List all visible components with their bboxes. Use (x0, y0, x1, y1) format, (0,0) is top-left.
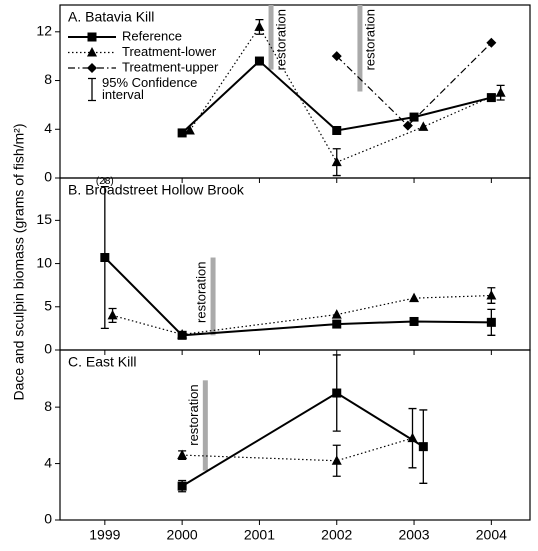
y-tick-label: 5 (44, 297, 52, 313)
series-line (181, 59, 492, 134)
data-point (418, 442, 428, 452)
y-axis-label: Dace and sculpin biomass (grams of fish/… (11, 124, 27, 401)
legend-marker (87, 63, 97, 73)
data-point (409, 316, 419, 326)
y-tick-label: 12 (36, 23, 52, 39)
data-point (418, 121, 429, 131)
restoration-bar (202, 380, 208, 471)
data-point (177, 328, 188, 339)
restoration-label: restoration (362, 9, 377, 70)
x-tick-label: 1999 (89, 527, 120, 543)
data-point (184, 124, 195, 135)
data-point (254, 56, 264, 66)
data-point (495, 87, 506, 97)
restoration-label: restoration (193, 262, 208, 323)
x-tick-label: 2004 (476, 527, 507, 543)
restoration-label: restoration (273, 9, 288, 70)
x-tick-label: 2002 (321, 527, 352, 543)
data-point (402, 120, 413, 131)
annotation: (28) (96, 176, 114, 187)
y-tick-label: 8 (44, 71, 52, 87)
y-tick-label: 4 (44, 120, 52, 136)
data-point (486, 317, 496, 327)
data-point (486, 290, 497, 300)
series-line (182, 437, 413, 462)
y-tick-label: 0 (44, 341, 52, 357)
data-point (177, 449, 188, 460)
data-point (100, 253, 110, 263)
series-line (104, 256, 492, 337)
legend-label: 95% Confidence (102, 75, 197, 90)
series-line (336, 42, 492, 127)
data-point (332, 319, 342, 329)
data-point (107, 309, 118, 320)
data-point (331, 309, 342, 319)
data-point (332, 388, 342, 398)
legend-marker (87, 32, 97, 42)
restoration-bar (357, 5, 363, 92)
data-point (331, 51, 342, 62)
panel-frame (59, 349, 531, 521)
panel-title: B. Broadstreet Hollow Brook (68, 182, 245, 198)
data-point (409, 292, 420, 303)
legend-label: interval (102, 87, 144, 102)
y-tick-label: 15 (36, 211, 52, 227)
legend-marker (87, 47, 97, 57)
y-tick-label: 8 (44, 398, 52, 414)
y-tick-label: 10 (36, 254, 52, 270)
panel-title: A. Batavia Kill (68, 9, 154, 25)
data-point (331, 455, 342, 465)
legend-ci-symbol (88, 77, 96, 102)
panel-title: C. East Kill (68, 354, 136, 370)
restoration-bar (268, 5, 274, 70)
data-point (331, 156, 342, 167)
y-tick-label: 0 (44, 511, 52, 527)
legend-label: Treatment-lower (122, 44, 217, 59)
legend-label: Treatment-upper (122, 59, 219, 74)
x-tick-label: 2001 (244, 527, 275, 543)
y-tick-label: 0 (44, 169, 52, 185)
series-line (189, 25, 501, 163)
data-point (407, 432, 418, 443)
data-point (254, 21, 265, 31)
data-point (177, 128, 187, 138)
data-point (486, 37, 497, 48)
data-point (486, 93, 496, 103)
panel-frame (59, 177, 531, 351)
data-point (177, 481, 187, 491)
restoration-label: restoration (186, 384, 201, 445)
legend-label: Reference (122, 28, 182, 43)
x-tick-label: 2000 (167, 527, 198, 543)
data-point (409, 112, 419, 122)
series-line (181, 391, 424, 487)
data-point (332, 125, 342, 135)
y-tick-label: 4 (44, 454, 52, 470)
x-tick-label: 2003 (398, 527, 429, 543)
series-line (112, 294, 492, 336)
restoration-bar (210, 257, 216, 336)
